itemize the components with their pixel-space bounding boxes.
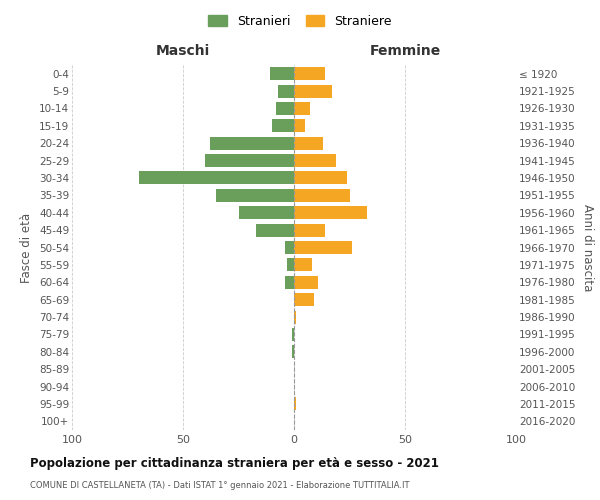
Bar [294,206,367,220]
Bar [294,102,310,115]
Bar [294,84,332,98]
Bar [294,276,319,289]
Bar [294,154,336,167]
Text: Maschi: Maschi [156,44,210,58]
Bar [285,241,294,254]
Bar [294,136,323,149]
Bar [217,189,294,202]
Bar [292,328,294,341]
Bar [209,136,294,149]
Text: COMUNE DI CASTELLANETA (TA) - Dati ISTAT 1° gennaio 2021 - Elaborazione TUTTITAL: COMUNE DI CASTELLANETA (TA) - Dati ISTAT… [30,481,409,490]
Bar [294,293,314,306]
Bar [294,67,325,80]
Bar [278,84,294,98]
Bar [294,120,305,132]
Legend: Stranieri, Straniere: Stranieri, Straniere [205,11,395,32]
Text: Femmine: Femmine [370,44,440,58]
Bar [294,310,296,324]
Y-axis label: Anni di nascita: Anni di nascita [581,204,594,291]
Y-axis label: Fasce di età: Fasce di età [20,212,34,282]
Bar [239,206,294,220]
Bar [256,224,294,236]
Text: Popolazione per cittadinanza straniera per età e sesso - 2021: Popolazione per cittadinanza straniera p… [30,458,439,470]
Bar [272,120,294,132]
Bar [294,258,312,272]
Bar [294,172,347,184]
Bar [139,172,294,184]
Bar [294,241,352,254]
Bar [292,346,294,358]
Bar [205,154,294,167]
Bar [276,102,294,115]
Bar [285,276,294,289]
Bar [294,189,349,202]
Bar [269,67,294,80]
Bar [294,398,296,410]
Bar [287,258,294,272]
Bar [294,224,325,236]
